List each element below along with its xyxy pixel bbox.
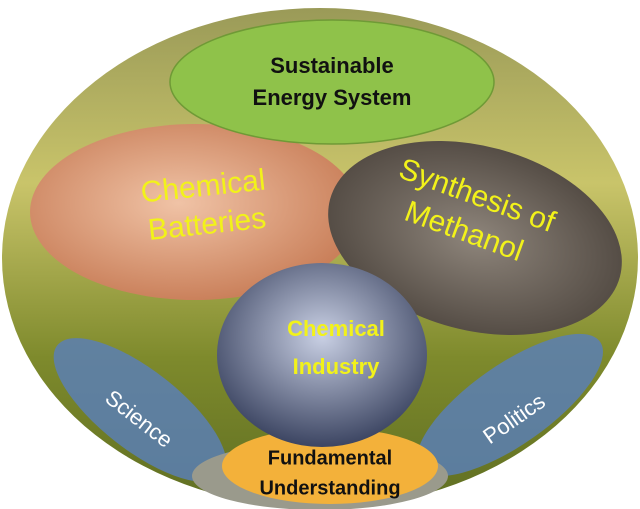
fundamental-label: Understanding — [259, 477, 400, 499]
diagram: Sustainable Energy System Chemical Batte… — [0, 0, 640, 509]
energy-label: Sustainable — [270, 53, 393, 78]
industry-label: Chemical — [287, 316, 385, 341]
industry-label: Industry — [293, 354, 381, 379]
energy-ellipse — [170, 20, 494, 144]
energy-label: Energy System — [253, 85, 412, 110]
fundamental-label: Fundamental — [268, 447, 392, 469]
